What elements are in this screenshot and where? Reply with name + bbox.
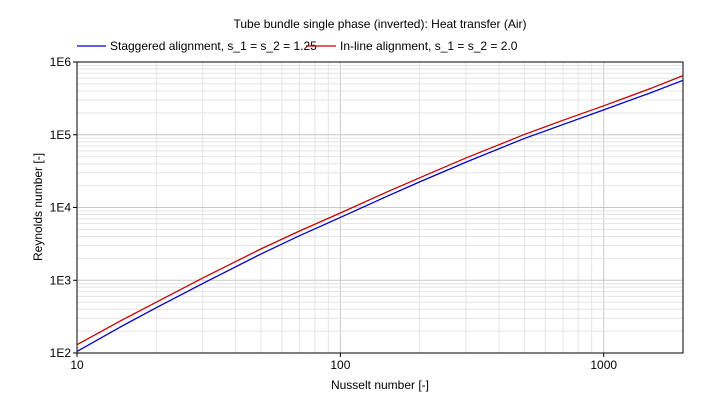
x-tick-label: 100 — [330, 358, 350, 372]
y-tick-label: 1E4 — [50, 201, 72, 215]
y-tick-label: 1E3 — [50, 273, 72, 287]
grid — [77, 62, 683, 353]
y-tick-label: 1E6 — [50, 55, 72, 69]
series-lines — [76, 75, 684, 353]
x-axis-label: Nusselt number [-] — [331, 378, 429, 392]
y-axis-label: Reynolds number [-] — [31, 153, 45, 261]
axis-ticks: 10 100 1000 1E2 1E3 1E4 1E5 1E6 — [50, 55, 618, 372]
y-tick-label: 1E5 — [50, 128, 72, 142]
x-tick-label: 10 — [70, 358, 84, 372]
chart-title: Tube bundle single phase (inverted): Hea… — [233, 17, 526, 31]
legend-label-staggered: Staggered alignment, s_1 = s_2 = 1.25 — [110, 39, 317, 53]
legend: Staggered alignment, s_1 = s_2 = 1.25 In… — [77, 39, 518, 53]
y-tick-label: 1E2 — [50, 346, 72, 360]
series-line-inline — [76, 75, 684, 346]
series-line-staggered — [76, 79, 684, 353]
legend-label-inline: In-line alignment, s_1 = s_2 = 2.0 — [340, 39, 518, 53]
x-tick-label: 1000 — [590, 358, 617, 372]
